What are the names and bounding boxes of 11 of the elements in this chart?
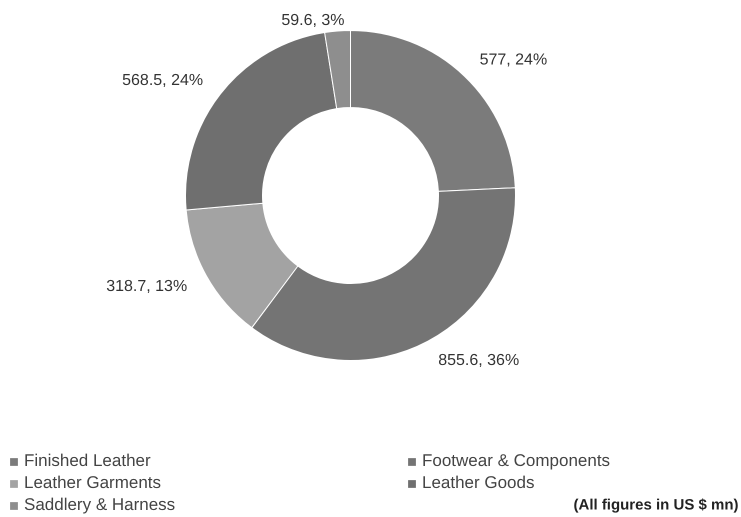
legend-label: Leather Garments [24,473,162,493]
text: (All figures in US $ mn) [573,496,739,514]
data-label: 568.5, 24% [122,72,204,89]
legend-label: Finished Leather [24,451,152,471]
data-label: 59.6, 3% [281,12,344,29]
legend-label: Footwear & Components [422,451,612,471]
data-label: 577, 24% [480,52,548,69]
data-label: 318.7, 13% [106,278,188,296]
legend-label: Saddlery & Harness [24,495,176,515]
legend-label: Leather Goods [422,473,536,493]
data-label: 855.6, 36% [438,352,520,370]
